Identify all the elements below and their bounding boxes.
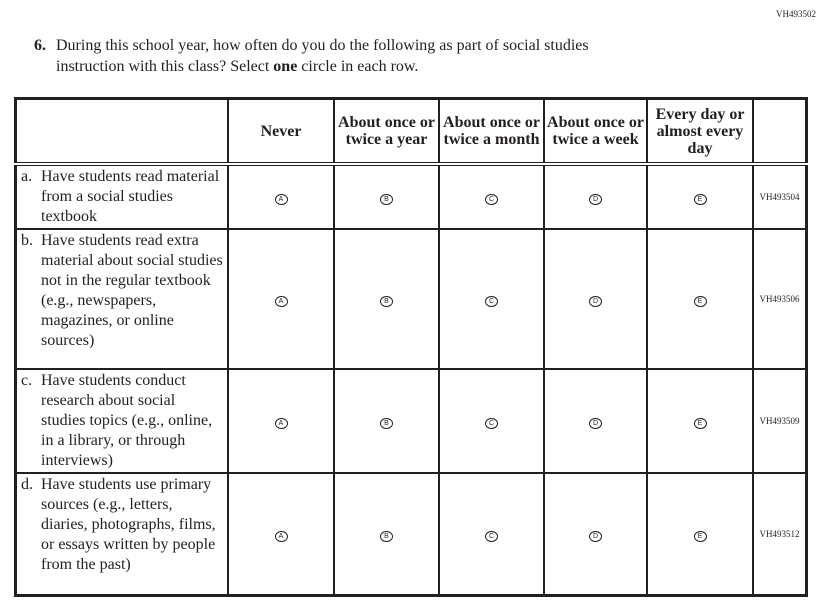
option-cell: C <box>438 228 545 370</box>
item-row: b. Have students read extra material abou… <box>14 228 808 370</box>
item-letter: d. <box>21 476 33 493</box>
item-stem: b. Have students read extra material abou… <box>14 228 229 370</box>
header-id-blank <box>752 97 808 166</box>
answer-bubble-d[interactable]: D <box>589 418 602 429</box>
answer-bubble-e[interactable]: E <box>693 194 707 205</box>
option-cell: B <box>333 368 440 474</box>
answer-bubble-a[interactable]: A <box>274 418 288 429</box>
item-row: c. Have students conduct research about s… <box>14 368 808 474</box>
option-cell: B <box>333 472 440 596</box>
header-never: Never <box>227 97 335 166</box>
answer-bubble-b[interactable]: B <box>380 530 393 542</box>
option-cell: A <box>227 163 335 230</box>
item-stem: a. Have students read material from a soc… <box>14 163 229 230</box>
option-cell: E <box>646 368 754 474</box>
option-cell: C <box>438 163 545 230</box>
answer-bubble-c[interactable]: C <box>485 530 498 542</box>
option-cell: D <box>543 368 648 474</box>
item-letter: c. <box>21 372 33 389</box>
answer-bubble-a[interactable]: A <box>274 530 288 542</box>
emphasis-one: one <box>273 58 298 75</box>
question-line-2-end: circle in each row. <box>297 58 419 75</box>
answer-bubble-d[interactable]: D <box>589 296 602 307</box>
option-cell: D <box>543 228 648 370</box>
answer-bubble-d[interactable]: D <box>589 194 602 205</box>
answer-bubble-c[interactable]: C <box>485 194 498 205</box>
item-text: Have students use primary sources (e.g.,… <box>41 476 216 573</box>
answer-bubble-a[interactable]: A <box>274 194 288 205</box>
option-cell: B <box>333 228 440 370</box>
option-cell: E <box>646 163 754 230</box>
answer-bubble-e[interactable]: E <box>693 418 707 429</box>
item-row: d. Have students use primary sources (e.g… <box>14 472 808 596</box>
question-line-2: instruction with this class? Select <box>56 58 274 75</box>
page-code: VH493502 <box>776 9 816 19</box>
answer-bubble-a[interactable]: A <box>274 296 288 307</box>
item-text: Have students read material from a socia… <box>41 168 220 225</box>
answer-bubble-b[interactable]: B <box>380 418 393 429</box>
header-daily: Every day or almost every day <box>646 97 754 166</box>
answer-bubble-c[interactable]: C <box>485 418 498 429</box>
header-blank <box>14 97 229 166</box>
item-letter: b. <box>21 232 33 249</box>
item-id: VH493509 <box>752 368 808 474</box>
item-id: VH493504 <box>752 163 808 230</box>
item-text: Have students conduct research about soc… <box>41 372 213 469</box>
item-id: VH493512 <box>752 472 808 596</box>
response-grid: Never About once or twice a year About o… <box>14 97 808 597</box>
answer-bubble-c[interactable]: C <box>485 296 498 307</box>
answer-bubble-e[interactable]: E <box>693 530 707 542</box>
header-yearly: About once or twice a year <box>333 97 440 166</box>
item-stem: d. Have students use primary sources (e.g… <box>14 472 229 596</box>
option-cell: D <box>543 472 648 596</box>
option-cell: A <box>227 472 335 596</box>
option-cell: B <box>333 163 440 230</box>
answer-bubble-b[interactable]: B <box>380 194 393 205</box>
item-row: a. Have students read material from a soc… <box>14 163 808 230</box>
question-number: 6. <box>34 37 46 54</box>
answer-bubble-d[interactable]: D <box>589 530 602 542</box>
header-monthly: About once or twice a month <box>438 97 545 166</box>
option-cell: C <box>438 472 545 596</box>
answer-bubble-b[interactable]: B <box>380 296 393 307</box>
item-id: VH493506 <box>752 228 808 370</box>
answer-bubble-e[interactable]: E <box>693 296 707 307</box>
item-letter: a. <box>21 168 33 185</box>
option-cell: E <box>646 228 754 370</box>
option-cell: A <box>227 228 335 370</box>
item-text: Have students read extra material about … <box>41 232 223 349</box>
option-cell: D <box>543 163 648 230</box>
header-row: Never About once or twice a year About o… <box>14 97 808 166</box>
header-weekly: About once or twice a week <box>543 97 648 166</box>
item-stem: c. Have students conduct research about s… <box>14 368 229 474</box>
option-cell: E <box>646 472 754 596</box>
question-line-1: During this school year, how often do yo… <box>56 37 589 54</box>
option-cell: C <box>438 368 545 474</box>
option-cell: A <box>227 368 335 474</box>
question-text: 6. During this school year, how often do … <box>34 35 589 77</box>
